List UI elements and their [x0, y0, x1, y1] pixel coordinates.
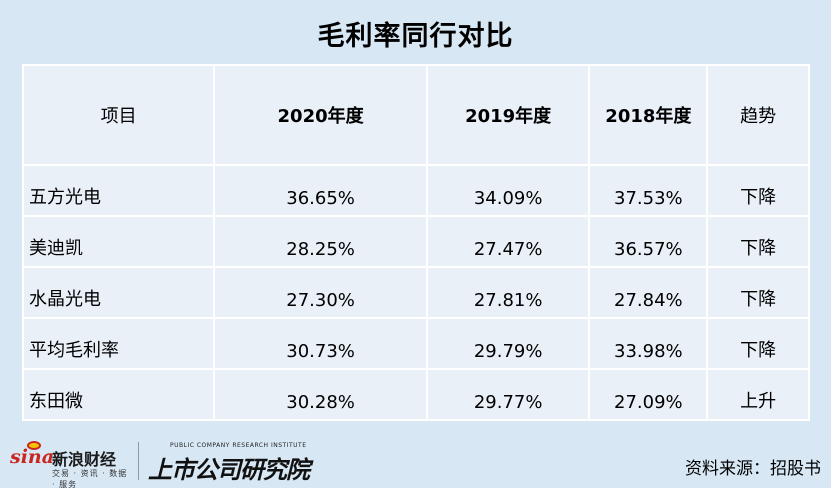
sina-finance-logo: sina 新浪财经 交易 · 资讯 · 数据 · 服务	[10, 441, 130, 488]
table-row: 水晶光电 27.30% 27.81% 27.84% 下降	[21, 266, 810, 319]
trend: 下降	[706, 266, 810, 319]
trend: 下降	[706, 215, 810, 268]
sina-wordmark: sina	[10, 446, 55, 468]
institute-logo: PUBLIC COMPANY RESEARCH INSTITUTE 上市公司研究…	[148, 442, 310, 484]
margin-2020: 30.73%	[213, 317, 428, 370]
margin-2020: 27.30%	[213, 266, 428, 319]
column-header-item: 项目	[21, 64, 216, 166]
margin-2019: 29.77%	[425, 368, 591, 421]
company-name: 平均毛利率	[21, 317, 216, 370]
margin-2019: 27.47%	[425, 215, 591, 268]
column-header-trend: 趋势	[706, 64, 810, 166]
table-row: 五方光电 36.65% 34.09% 37.53% 下降	[21, 164, 810, 217]
margin-2018: 36.57%	[588, 215, 709, 268]
logo-divider	[138, 442, 139, 480]
footer: sina 新浪财经 交易 · 资讯 · 数据 · 服务 PUBLIC COMPA…	[0, 436, 831, 488]
gross-margin-table: 项目 2020年度 2019年度 2018年度 趋势 五方光电 36.65% 3…	[21, 64, 810, 421]
company-name: 水晶光电	[21, 266, 216, 319]
company-name: 东田微	[21, 368, 216, 421]
company-name: 美迪凯	[21, 215, 216, 268]
table-row: 平均毛利率 30.73% 29.79% 33.98% 下降	[21, 317, 810, 370]
table-row: 东田微 30.28% 29.77% 27.09% 上升	[21, 368, 810, 421]
column-header-2019: 2019年度	[425, 64, 591, 166]
margin-2020: 28.25%	[213, 215, 428, 268]
trend: 上升	[706, 368, 810, 421]
table-header-row: 项目 2020年度 2019年度 2018年度 趋势	[21, 64, 810, 166]
margin-2019: 34.09%	[425, 164, 591, 217]
page-title: 毛利率同行对比	[317, 21, 514, 52]
margin-2018: 27.09%	[588, 368, 709, 421]
margin-2019: 29.79%	[425, 317, 591, 370]
institute-english-name: PUBLIC COMPANY RESEARCH INSTITUTE	[170, 442, 307, 449]
trend: 下降	[706, 317, 810, 370]
margin-2018: 37.53%	[588, 164, 709, 217]
margin-2020: 30.28%	[213, 368, 428, 421]
margin-2019: 27.81%	[425, 266, 591, 319]
column-header-2020: 2020年度	[213, 64, 428, 166]
sina-brand-name: 新浪财经	[52, 450, 117, 469]
sina-tagline: 交易 · 资讯 · 数据 · 服务	[52, 469, 128, 488]
margin-2018: 33.98%	[588, 317, 709, 370]
institute-chinese-name: 上市公司研究院	[148, 456, 310, 484]
margin-2020: 36.65%	[213, 164, 428, 217]
source-note: 资料来源：招股书	[685, 459, 821, 479]
column-header-2018: 2018年度	[588, 64, 709, 166]
company-name: 五方光电	[21, 164, 216, 217]
margin-2018: 27.84%	[588, 266, 709, 319]
table-row: 美迪凯 28.25% 27.47% 36.57% 下降	[21, 215, 810, 268]
trend: 下降	[706, 164, 810, 217]
sina-eye-icon	[27, 441, 41, 450]
